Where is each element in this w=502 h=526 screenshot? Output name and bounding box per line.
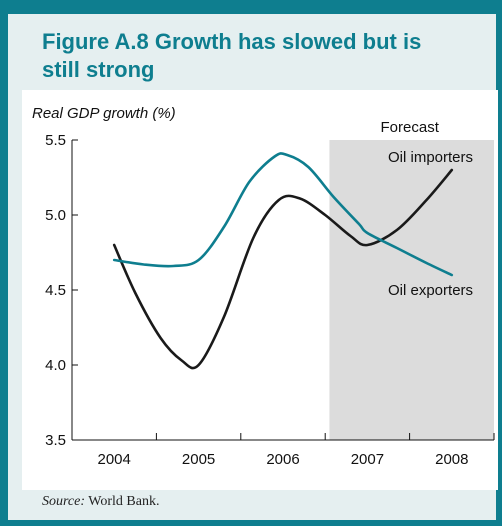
series-line-oil-exporters bbox=[112, 152, 454, 277]
series-label-oil-importers: Oil importers bbox=[388, 149, 473, 166]
series-label-oil-exporters: Oil exporters bbox=[388, 282, 473, 299]
figure-title-line-2: still strong bbox=[42, 57, 155, 82]
source-text: World Bank. bbox=[85, 494, 160, 509]
figure-title-line-1: Figure A.8 Growth has slowed but is bbox=[42, 29, 422, 54]
x-tick-label: 2006 bbox=[266, 451, 299, 468]
figure-title: Figure A.8 Growth has slowed but is stil… bbox=[42, 28, 482, 84]
y-tick-label: 4.0 bbox=[45, 357, 66, 374]
x-tick-label: 2007 bbox=[351, 451, 384, 468]
line-chart: Forecast Real GDP growth (%) 3.5 4.0 4.5 5.0 5… bbox=[32, 105, 495, 468]
forecast-region bbox=[329, 140, 494, 440]
y-tick-label: 3.5 bbox=[45, 432, 66, 449]
forecast-label: Forecast bbox=[381, 119, 440, 136]
y-tick-label: 4.5 bbox=[45, 282, 66, 299]
figure-top-bar bbox=[8, 0, 502, 14]
x-tick-label: 2004 bbox=[98, 451, 131, 468]
x-tick-label: 2008 bbox=[435, 451, 468, 468]
series-line-oil-importers bbox=[112, 168, 454, 370]
y-tick-label: 5.0 bbox=[45, 207, 66, 224]
source-label: Source: bbox=[42, 494, 86, 509]
source-note: Source: World Bank. bbox=[42, 494, 159, 510]
y-tick-label: 5.5 bbox=[45, 132, 66, 149]
x-tick-label: 2005 bbox=[182, 451, 215, 468]
plot-area: Forecast Real GDP growth (%) 3.5 4.0 4.5 5.0 5… bbox=[22, 90, 498, 490]
y-axis-label: Real GDP growth (%) bbox=[32, 105, 176, 122]
